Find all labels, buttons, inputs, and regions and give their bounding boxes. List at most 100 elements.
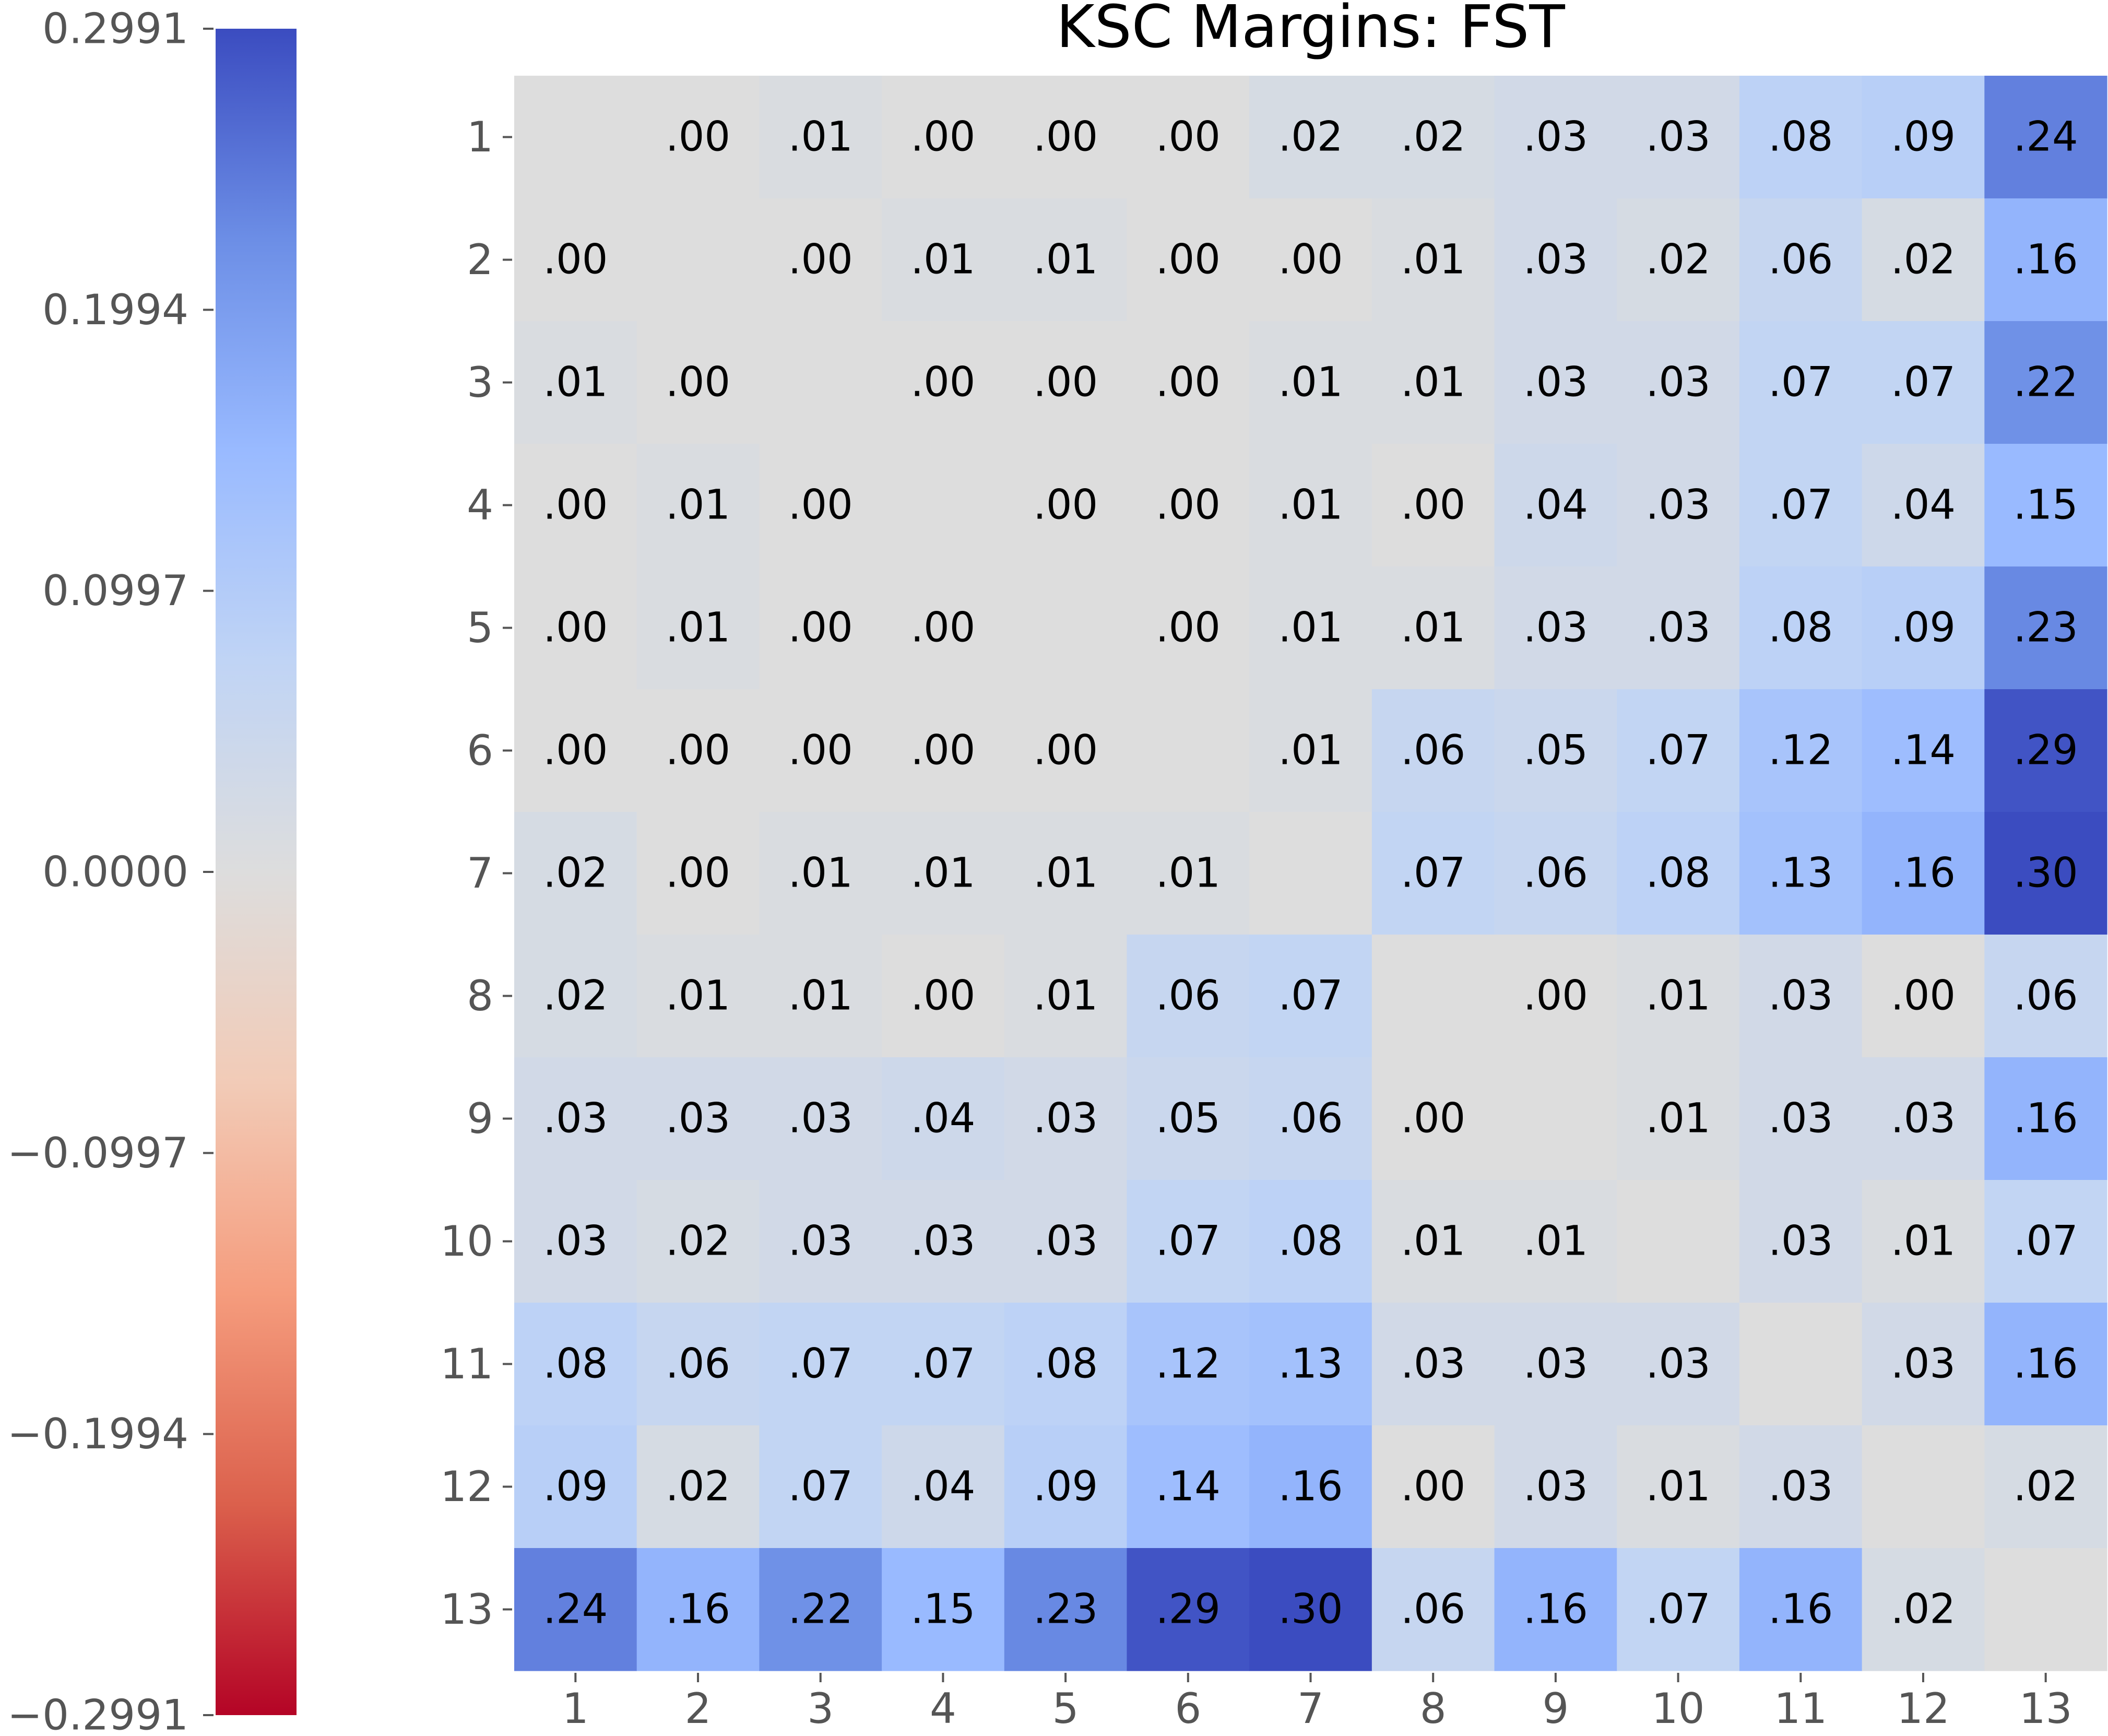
heatmap-cell: [514, 1425, 637, 1549]
cell-value-label: .00: [1156, 359, 1221, 406]
heatmap-cell: [514, 1303, 637, 1426]
y-tick-label: 2: [467, 235, 493, 284]
x-tick-label: 3: [807, 1684, 834, 1733]
heatmap-cell: [1249, 689, 1372, 812]
cell-value-label: .08: [1768, 114, 1833, 161]
x-tick-label: 7: [1297, 1684, 1324, 1733]
heatmap-cell: [1249, 1057, 1372, 1180]
cell-value-label: .03: [1768, 1218, 1833, 1265]
heatmap-cell: [882, 444, 1005, 567]
cell-value-label: .16: [1278, 1463, 1343, 1510]
heatmap-cell: [1004, 321, 1128, 444]
heatmap-cell: [759, 812, 882, 935]
heatmap-cell: [514, 689, 637, 812]
heatmap-cell: [1984, 198, 2107, 322]
heatmap-cell: [1127, 1548, 1250, 1671]
heatmap-cell: [1494, 1303, 1617, 1426]
cell-value-label: .08: [1768, 605, 1833, 652]
heatmap-cell: [1371, 1057, 1495, 1180]
cell-value-label: .01: [1891, 1218, 1956, 1265]
heatmap-cell: [1004, 198, 1128, 322]
heatmap-cell: [759, 76, 882, 199]
cell-value-label: .04: [1891, 482, 1956, 529]
heatmap-cell: [1862, 1303, 1985, 1426]
cell-value-label: .12: [1768, 727, 1833, 774]
heatmap-cell: [759, 935, 882, 1058]
cell-value-label: .15: [2014, 482, 2078, 529]
cell-value-label: .23: [1033, 1586, 1098, 1633]
heatmap-cell: [1617, 76, 1740, 199]
heatmap-cell: [1862, 444, 1985, 567]
heatmap-cell: [1984, 1303, 2107, 1426]
heatmap-cell: [759, 444, 882, 567]
cell-value-label: .00: [543, 727, 608, 774]
heatmap-cell: [759, 689, 882, 812]
cell-value-label: .01: [1033, 850, 1098, 897]
heatmap-cell: [1249, 812, 1372, 935]
heatmap-cell: [1249, 1180, 1372, 1303]
colorbar-tick-label: −0.2991: [7, 1691, 188, 1736]
cell-value-label: .09: [1891, 605, 1956, 652]
cell-value-label: .01: [1278, 482, 1343, 529]
heatmap-cell: [759, 1180, 882, 1303]
cell-value-label: .24: [2014, 114, 2078, 161]
y-tick-label: 4: [467, 481, 493, 529]
cell-value-label: .02: [1646, 237, 1711, 284]
y-tick-label: 5: [467, 604, 493, 652]
heatmap-cell: [1249, 198, 1372, 322]
heatmap-cell: [1127, 198, 1250, 322]
heatmap-cell: [1494, 1548, 1617, 1671]
cell-value-label: .02: [666, 1463, 730, 1510]
cell-value-label: .01: [1401, 237, 1465, 284]
cell-value-label: .03: [1523, 1341, 1588, 1388]
cell-value-label: .03: [1768, 1095, 1833, 1142]
heatmap-cell: [636, 198, 760, 322]
heatmap-cell: [1739, 689, 1863, 812]
heatmap-cell: [882, 689, 1005, 812]
y-tick-label: 9: [467, 1094, 493, 1143]
heatmap-cell: [1862, 935, 1985, 1058]
cell-value-label: .03: [1646, 359, 1711, 406]
heatmap-cell: [1371, 935, 1495, 1058]
heatmap-cell: [1984, 1548, 2107, 1671]
cell-value-label: .00: [1033, 482, 1098, 529]
x-tick-label: 10: [1652, 1684, 1705, 1733]
heatmap-cell: [1984, 1180, 2107, 1303]
heatmap-cell: [1371, 444, 1495, 567]
colorbar: 0.2991 0.1994 0.0997 0.0000 −0.0997 −0.1994 −0…: [7, 5, 297, 1736]
heatmap-cell: [514, 935, 637, 1058]
heatmap-cell: [1617, 566, 1740, 690]
heatmap-cell: [514, 566, 637, 690]
y-tick-label: 1: [467, 113, 493, 161]
heatmap-cell: [759, 566, 882, 690]
cell-value-label: .00: [543, 482, 608, 529]
heatmap-cell: [1862, 76, 1985, 199]
heatmap-cell: [1862, 689, 1985, 812]
heatmap-cell: [1004, 689, 1128, 812]
cell-value-label: .00: [910, 727, 975, 774]
x-tick-label: 1: [562, 1684, 589, 1733]
heatmap-cell: [1617, 198, 1740, 322]
heatmap-cell: [1739, 1057, 1863, 1180]
cell-value-label: .02: [1891, 237, 1956, 284]
cell-value-label: .01: [666, 482, 730, 529]
cell-value-label: .06: [2014, 973, 2078, 1020]
cell-value-label: .01: [1401, 1218, 1465, 1265]
heatmap-cell: [514, 1180, 637, 1303]
cell-value-label: .03: [1891, 1095, 1956, 1142]
cell-value-label: .01: [1646, 1095, 1711, 1142]
cell-value-label: .03: [1401, 1341, 1465, 1388]
heatmap-cell: [1739, 321, 1863, 444]
heatmap-cell: [1984, 935, 2107, 1058]
cell-value-label: .07: [1401, 850, 1465, 897]
cell-value-label: .03: [910, 1218, 975, 1265]
cell-value-label: .03: [1891, 1341, 1956, 1388]
cell-value-label: .03: [1768, 973, 1833, 1020]
heatmap-cell: [1127, 689, 1250, 812]
cell-value-label: .07: [1891, 359, 1956, 406]
cell-value-label: .01: [543, 359, 608, 406]
heatmap-cell: [1739, 935, 1863, 1058]
cell-value-label: .12: [1156, 1341, 1221, 1388]
x-axis: 1 2 3 4 5 6 7 8 9 10 11 12 13: [562, 1673, 2073, 1733]
cell-value-label: .07: [1646, 727, 1711, 774]
